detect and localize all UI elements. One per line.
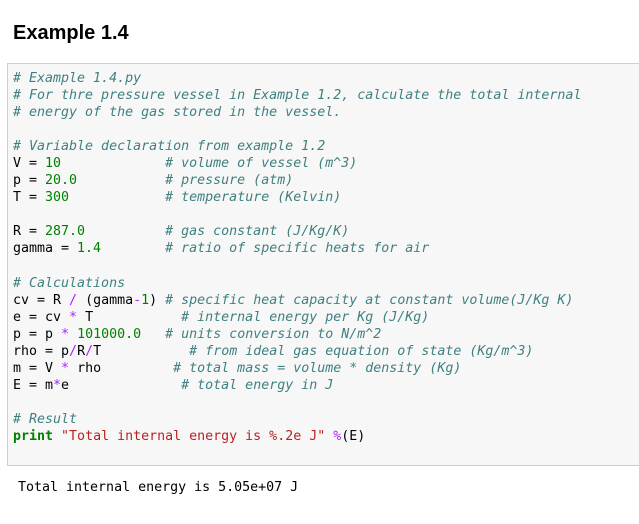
code-text: T [77, 309, 182, 325]
code-comment: # Example 1.4.py [13, 71, 142, 86]
code-line [13, 121, 639, 138]
code-text: T = [13, 190, 46, 206]
code-number: 1.4 [77, 241, 102, 257]
code-cell[interactable]: # Example 1.4.py # For thre pressure vess… [7, 63, 639, 466]
code-number: 1 [141, 292, 150, 308]
code-block: # Example 1.4.py # For thre pressure vess… [8, 64, 639, 445]
code-operator: * [53, 377, 62, 393]
code-text: V = [13, 156, 46, 172]
code-comment: # gas constant (J/Kg/K) [165, 224, 350, 240]
code-text [61, 156, 165, 171]
code-number: 10 [45, 156, 62, 172]
code-comment: # Result [13, 411, 78, 427]
code-number: 287.0 [45, 224, 86, 240]
code-line: p = 20.0 # pressure (atm) [13, 172, 639, 189]
code-line: cv = R / (gamma-1) # specific heat capac… [13, 292, 639, 309]
code-number: 300 [45, 190, 70, 206]
code-text: E = m [13, 377, 54, 393]
code-text: T [93, 343, 190, 359]
code-comment: # ratio of specific heats for air [165, 241, 430, 257]
code-comment: # Variable declaration from example 1.2 [13, 139, 326, 155]
page-title: Example 1.4 [13, 22, 129, 44]
code-text: rho = p [13, 343, 70, 359]
code-operator: * [61, 360, 70, 376]
code-comment: # temperature (Kelvin) [165, 190, 342, 206]
code-operator: / [85, 343, 94, 359]
code-comment: # total mass = volume * density (Kg) [173, 360, 462, 376]
code-comment: # energy of the gas stored in the vessel… [13, 105, 342, 121]
code-line [13, 394, 639, 411]
code-operator: / [69, 292, 78, 308]
code-comment: # volume of vessel (m^3) [165, 156, 358, 172]
code-comment: # specific heat capacity at constant vol… [165, 292, 574, 308]
code-text: gamma = [13, 241, 78, 257]
code-text [141, 327, 165, 342]
code-line: # Result [13, 411, 639, 428]
code-text: R [77, 343, 86, 359]
code-comment: # pressure (atm) [165, 173, 294, 189]
code-comment: # For thre pressure vessel in Example 1.… [13, 88, 582, 104]
code-text: R = [13, 224, 46, 240]
code-line: rho = p/R/T # from ideal gas equation of… [13, 343, 639, 360]
code-line: print "Total internal energy is %.2e J" … [13, 428, 639, 445]
code-line: # Calculations [13, 275, 639, 292]
code-text [69, 327, 77, 342]
code-comment: # total energy in J [181, 377, 334, 393]
code-text [101, 241, 165, 256]
code-text: e [61, 377, 182, 393]
code-line: V = 10 # volume of vessel (m^3) [13, 155, 639, 172]
code-text [77, 173, 165, 188]
code-text: e = cv [13, 309, 70, 325]
code-line: R = 287.0 # gas constant (J/Kg/K) [13, 223, 639, 240]
code-text [85, 224, 165, 239]
code-comment: # internal energy per Kg (J/Kg) [181, 309, 430, 325]
code-operator: % [333, 428, 342, 444]
code-text [69, 190, 165, 205]
code-text [53, 429, 61, 444]
code-string: "Total internal energy is %.2e J" [61, 428, 326, 444]
code-line [13, 258, 639, 275]
code-line: # Variable declaration from example 1.2 [13, 138, 639, 155]
code-text: rho [69, 360, 174, 376]
code-line: E = m*e # total energy in J [13, 377, 639, 394]
code-text: p = p [13, 326, 62, 342]
code-line: m = V * rho # total mass = volume * dens… [13, 360, 639, 377]
code-line: T = 300 # temperature (Kelvin) [13, 189, 639, 206]
code-text: p = [13, 173, 46, 189]
code-text: (gamma [77, 292, 134, 308]
code-line: # Example 1.4.py [13, 70, 639, 87]
code-line: e = cv * T # internal energy per Kg (J/K… [13, 309, 639, 326]
code-line: # For thre pressure vessel in Example 1.… [13, 87, 639, 104]
code-operator: * [69, 309, 78, 325]
code-line: gamma = 1.4 # ratio of specific heats fo… [13, 240, 639, 257]
cell-output: Total internal energy is 5.05e+07 J [18, 480, 299, 495]
code-text: cv = R [13, 292, 70, 308]
code-operator: / [69, 343, 78, 359]
code-number: 101000.0 [77, 326, 142, 342]
code-text: (E) [341, 428, 366, 444]
code-operator: - [133, 292, 142, 308]
code-comment: # from ideal gas equation of state (Kg/m… [189, 343, 534, 359]
code-comment: # Calculations [13, 275, 126, 291]
code-keyword: print [13, 428, 54, 444]
code-line: p = p * 101000.0 # units conversion to N… [13, 326, 639, 343]
code-comment: # units conversion to N/m^2 [165, 326, 382, 342]
code-line [13, 206, 639, 223]
code-line: # energy of the gas stored in the vessel… [13, 104, 639, 121]
code-text: m = V [13, 360, 62, 376]
code-text: ) [149, 292, 166, 308]
code-operator: * [61, 326, 70, 342]
code-number: 20.0 [45, 173, 78, 189]
